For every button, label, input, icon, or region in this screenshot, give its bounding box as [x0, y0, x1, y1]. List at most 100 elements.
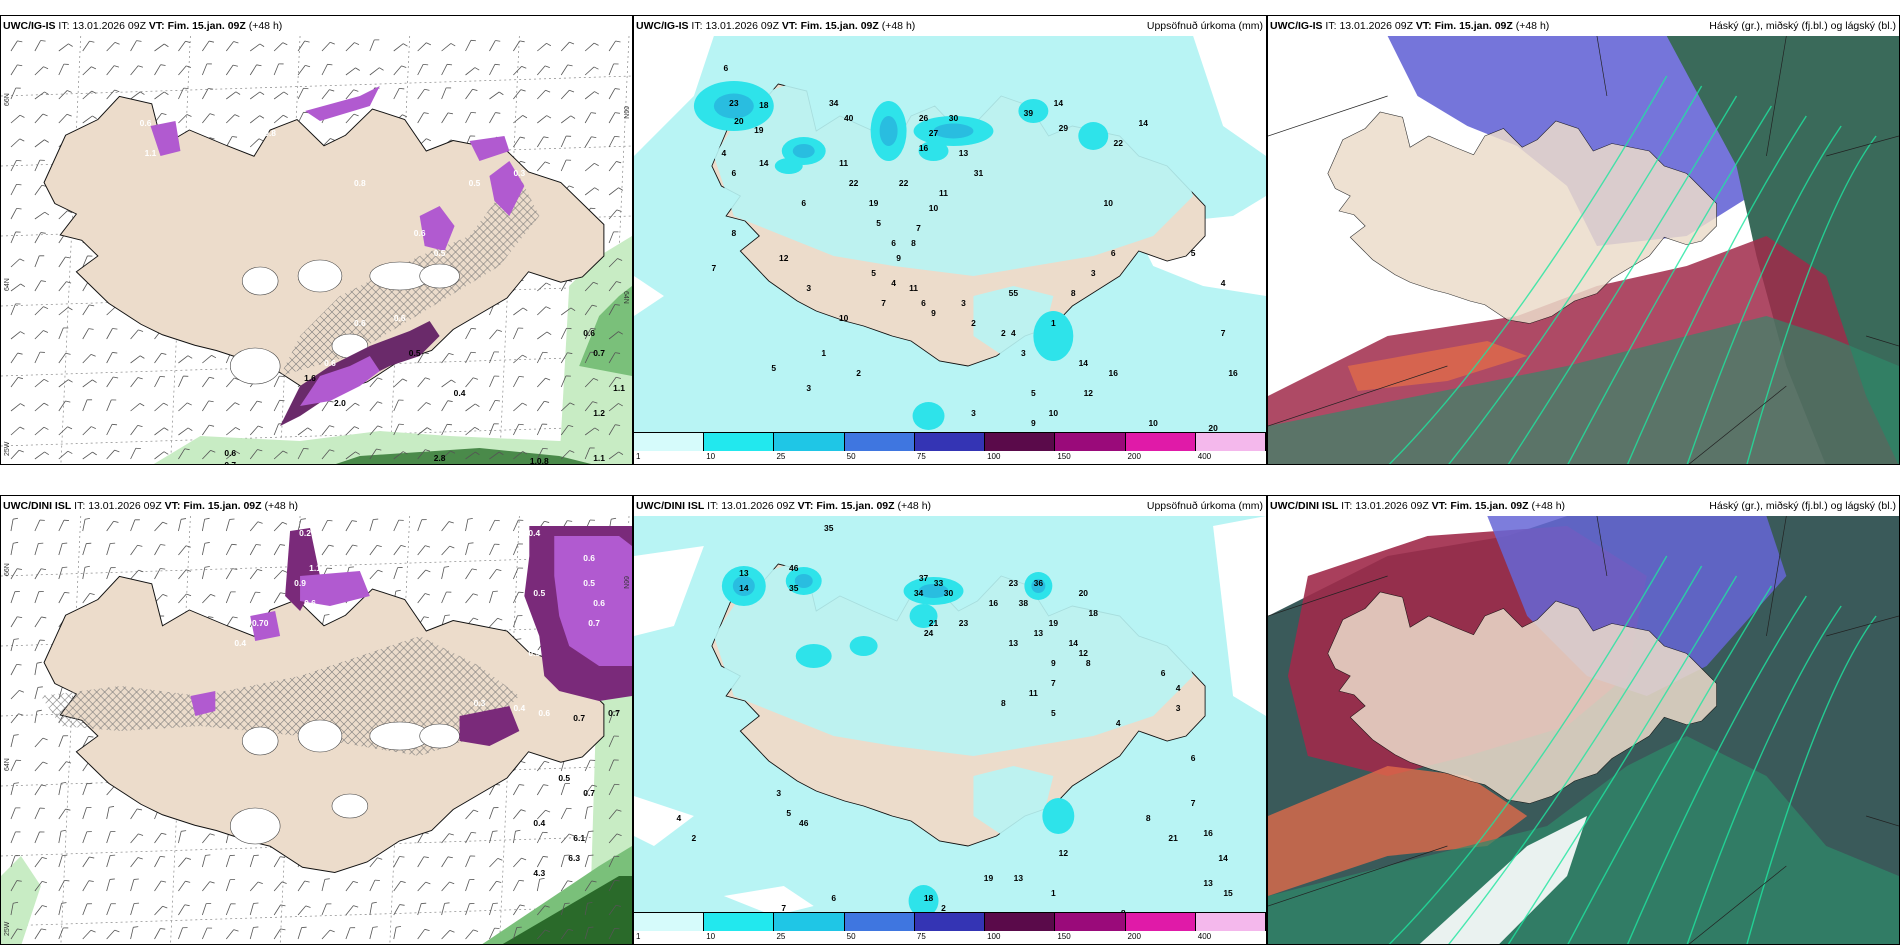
precip-value: 9: [931, 308, 936, 318]
precip-value: 14: [1054, 98, 1064, 108]
precip-value: 2: [1001, 328, 1006, 338]
precip-value: 34: [914, 588, 924, 598]
snow-value: 6.1: [573, 833, 585, 843]
precip-value: 4: [677, 813, 682, 823]
precip-value: 16: [919, 143, 929, 153]
snow-value: 0.6: [394, 313, 406, 323]
snow-value: 0.70: [252, 618, 269, 628]
precip-value: 12: [779, 253, 789, 263]
glacier: [331, 793, 369, 819]
precip-value: 11: [1029, 688, 1038, 698]
precip-value: 4: [1116, 718, 1121, 728]
precip-value: 20: [1079, 588, 1089, 598]
panel-header: UWC/DINI ISL IT: 13.01.2026 09Z VT: Fim.…: [634, 496, 1266, 516]
precip-value: 1: [1051, 318, 1056, 328]
snow-value: 0.4: [454, 388, 466, 398]
vt-label: VT:: [781, 20, 798, 32]
map-panel-snow: UWC/IG-IS IT: 13.01.2026 09Z VT: Fim. 15…: [0, 15, 633, 465]
precip-value: 8: [731, 228, 736, 238]
precip-value: 13: [739, 568, 749, 578]
glacier: [419, 263, 460, 289]
precip-value: 6: [731, 168, 736, 178]
it-value: 13.01.2026 09Z: [1339, 20, 1413, 32]
precip-value: 9: [1051, 658, 1056, 668]
precip-value: 11: [939, 188, 948, 198]
precip-value: 36: [1034, 578, 1044, 588]
snow-value: 0.3: [513, 168, 525, 178]
glacier: [229, 347, 281, 385]
precip-value: 23: [729, 98, 739, 108]
vt-value: Fim. 15.jan. 09Z: [1450, 500, 1529, 512]
vt-label: VT:: [1415, 20, 1432, 32]
precip-value: 26: [919, 113, 929, 123]
map-svg: [1268, 36, 1899, 464]
precip-value: 3: [1176, 703, 1181, 713]
grid-label: 66N: [622, 576, 629, 589]
model-name: UWC/IG-IS: [636, 20, 689, 32]
legend-tick: 100: [987, 452, 1001, 461]
precip-value: 6: [723, 63, 728, 73]
precip-value: 12: [1059, 848, 1069, 858]
dry-area: [634, 516, 1266, 912]
legend-tick: 150: [1057, 932, 1071, 941]
panel-title: Uppsöfnuð úrkoma (mm): [1146, 20, 1263, 32]
snow-value: 1.6: [304, 373, 316, 383]
snow-value: 4.3: [533, 868, 545, 878]
glacier: [297, 259, 343, 293]
precip-value: 13: [959, 148, 969, 158]
precip-value: 7: [1221, 328, 1226, 338]
it-label: IT:: [74, 500, 86, 512]
precip-field: [713, 556, 1194, 912]
map-area: 35 13 14 46 35 37 33 34 30 23 36 38 16 19 20 18 21 24 23 13…: [634, 516, 1266, 912]
legend-swatch: [704, 433, 775, 451]
precip-value: 6: [1191, 753, 1196, 763]
grid-label: 66N: [4, 93, 11, 106]
precip-value: 5: [1191, 248, 1196, 258]
precip-value: 19: [869, 198, 879, 208]
precip-value: 3: [961, 298, 966, 308]
vt-label: VT:: [148, 20, 165, 32]
snow-value: 1.0.8: [530, 456, 549, 465]
precip-value: 14: [759, 158, 769, 168]
precip-legend: [634, 432, 1266, 451]
precip-legend: [634, 912, 1266, 931]
map-panel-precip: UWC/IG-IS IT: 13.01.2026 09Z VT: Fim. 15…: [633, 15, 1267, 465]
lead-time: (+48 h): [264, 500, 299, 512]
glacier: [241, 266, 279, 296]
grid-label: 66N: [4, 563, 11, 576]
cloud-contours: [1388, 75, 1877, 464]
snow-value: 0.6: [224, 448, 236, 458]
precip-value: 5: [1051, 708, 1056, 718]
precip-value: 14: [1138, 118, 1148, 128]
snow-value: 0.5: [583, 578, 595, 588]
precip-value: 8: [1001, 698, 1006, 708]
precip-value: 5: [1031, 388, 1036, 398]
panel-header: UWC/IG-IS IT: 13.01.2026 09Z VT: Fim. 15…: [634, 16, 1266, 36]
snow-value: 0.6: [414, 228, 426, 238]
glacier: [419, 723, 460, 749]
precip-value: 1: [1051, 888, 1056, 898]
map-area: [1268, 36, 1899, 464]
it-label: IT:: [691, 20, 703, 32]
precip-value: 4: [891, 278, 896, 288]
precip-value: 46: [799, 818, 809, 828]
panel-title: Uppsöfnuð úrkoma (mm): [1146, 500, 1263, 512]
map-area: [1268, 516, 1899, 944]
precip-value: 29: [1059, 123, 1069, 133]
vt-value: Fim. 15.jan. 09Z: [1434, 20, 1513, 32]
panel-header: UWC/DINI ISL IT: 13.01.2026 09Z VT: Fim.…: [1, 496, 632, 516]
precip-value: 2: [856, 368, 861, 378]
precip-value: 6: [831, 893, 836, 903]
cloud-layers: [1268, 36, 1899, 464]
precip-value: 13: [1014, 873, 1024, 883]
snow-value: 1.2: [593, 408, 605, 418]
grid-label: 64N: [4, 758, 11, 771]
snow-value: 0.6: [538, 708, 550, 718]
legend-ticks: 1 10 25 50 75 100 150 200 400: [634, 452, 1266, 464]
snow-value: 0.7: [593, 348, 605, 358]
panel-header: UWC/DINI ISL IT: 13.01.2026 09Z VT: Fim.…: [1268, 496, 1899, 516]
precip-value: 5: [786, 808, 791, 818]
precip-value: 3: [1021, 348, 1026, 358]
precip-value: 33: [934, 578, 944, 588]
snow-value: 0.4: [513, 703, 525, 713]
